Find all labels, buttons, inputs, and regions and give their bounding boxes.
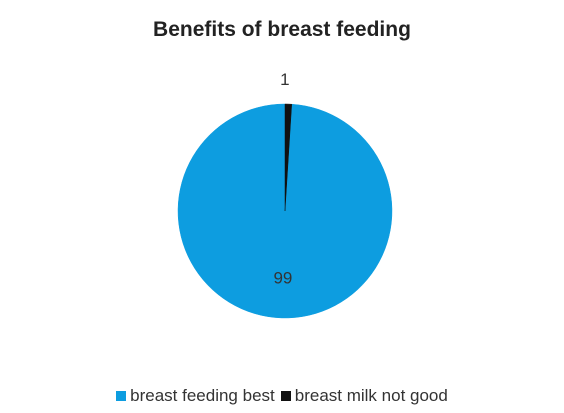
chart-title: Benefits of breast feeding xyxy=(153,18,411,41)
pie-slice-breast-milk-not-good xyxy=(284,103,292,212)
legend: breast feeding best breast milk not good xyxy=(0,386,564,406)
data-label-breast-milk-not-good: 1 xyxy=(280,70,289,89)
pie-chart: 99 1 xyxy=(177,70,393,319)
data-label-breast-feeding-best: 99 xyxy=(273,268,292,287)
legend-label: breast milk not good xyxy=(294,386,448,405)
legend-label: breast feeding best xyxy=(130,386,275,405)
legend-item-breast-milk-not-good: breast milk not good xyxy=(280,386,448,406)
legend-swatch-breast-feeding-best xyxy=(116,391,127,401)
legend-swatch-breast-milk-not-good xyxy=(280,391,291,401)
legend-item-breast-feeding-best: breast feeding best xyxy=(116,386,275,406)
